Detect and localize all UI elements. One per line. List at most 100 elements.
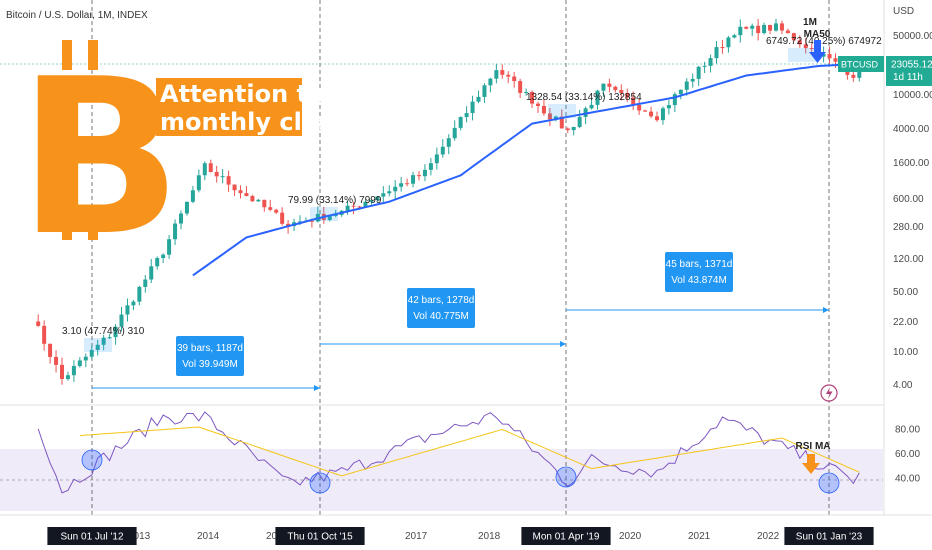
candle — [250, 194, 255, 202]
measurement: 45 bars, 1371d Vol 43.874M — [566, 252, 829, 313]
price-tick: 10000.00 — [893, 90, 932, 101]
price-axis: 50000.00 10000.00 4000.00 1600.00 600.00 280.… — [893, 31, 932, 391]
time-highlight: Sun 01 Jan '23 — [796, 532, 863, 543]
price-tick: 600.00 — [893, 194, 924, 205]
orange-arrow-icon — [802, 454, 820, 474]
candle — [779, 20, 784, 35]
candle — [720, 39, 725, 54]
gain-annotation: 3.10 (47.74%) 310 — [62, 326, 145, 337]
candle — [631, 91, 636, 111]
candle — [785, 28, 790, 34]
candle — [262, 199, 267, 212]
candle — [77, 357, 82, 368]
rsi-tick: 40.00 — [895, 473, 920, 484]
gain-annotation: 79.99 (33.14%) 7999 — [288, 195, 382, 206]
candle — [714, 40, 719, 64]
candle — [702, 61, 707, 74]
candle — [649, 106, 654, 118]
candle — [637, 99, 642, 115]
candle — [518, 78, 523, 99]
candle — [196, 169, 201, 193]
candle — [530, 90, 535, 108]
callout-line2: monthly closing — [160, 108, 375, 136]
candle — [375, 195, 380, 202]
candle — [119, 306, 124, 332]
candle — [655, 111, 659, 122]
callout-box: Attention to the monthly closing — [156, 78, 378, 136]
rsi-circle — [555, 466, 577, 488]
measurement: 39 bars, 1187d Vol 39.949M — [92, 336, 320, 391]
candle — [446, 134, 451, 155]
candle — [137, 285, 142, 306]
candle — [48, 343, 53, 364]
time-highlight: Mon 01 Apr '19 — [533, 532, 600, 543]
cycle-vertical-lines — [91, 0, 830, 515]
candle — [351, 201, 356, 215]
candle — [666, 100, 671, 115]
candle — [756, 18, 761, 41]
candle — [660, 106, 665, 125]
candle — [387, 185, 392, 197]
candle — [494, 63, 499, 84]
candle — [173, 219, 178, 245]
candle — [803, 37, 808, 54]
ma50-label-line1: 1M — [803, 17, 817, 28]
ma50-line — [192, 62, 860, 277]
candle — [190, 185, 195, 204]
candle — [113, 324, 118, 345]
candle — [613, 85, 618, 93]
price-tag-symbol: BTCUSD — [841, 60, 879, 70]
candle — [238, 185, 243, 199]
candle — [541, 99, 546, 116]
time-highlight: Thu 01 Oct '15 — [287, 532, 353, 543]
candle — [750, 23, 755, 36]
candle — [268, 199, 273, 212]
candle — [369, 200, 374, 205]
ma50-label-line2: MA50 — [804, 29, 831, 40]
candle — [500, 64, 505, 79]
price-tick: 1600.00 — [893, 158, 930, 169]
candle — [774, 18, 778, 32]
candle — [399, 176, 404, 192]
candle — [95, 339, 100, 356]
measurements: 39 bars, 1187d Vol 39.949M 42 bars, 1278d V… — [92, 252, 829, 391]
rsi-circle — [309, 472, 331, 494]
candle — [256, 198, 261, 202]
candle — [851, 71, 856, 82]
candle — [726, 35, 731, 53]
candle — [476, 90, 481, 104]
candle — [625, 88, 630, 102]
candle — [696, 65, 701, 86]
candle — [71, 360, 76, 382]
time-highlight-box — [275, 527, 365, 545]
rsi-circle — [818, 472, 840, 494]
candle — [452, 120, 457, 141]
candle — [65, 371, 70, 381]
candle — [161, 253, 166, 263]
candle — [797, 35, 802, 48]
candle — [274, 208, 279, 215]
rsi-circles — [81, 449, 840, 494]
candle — [149, 258, 154, 284]
candle — [583, 106, 588, 125]
rsi-axis: 80.00 60.00 40.00 — [895, 424, 920, 484]
rsi-tick: 80.00 — [895, 424, 920, 435]
price-tick: 120.00 — [893, 254, 924, 265]
price-tick: 280.00 — [893, 222, 924, 233]
time-tick: 2020 — [619, 531, 642, 542]
candle — [482, 83, 487, 103]
time-highlight-box — [784, 527, 874, 545]
candle — [131, 299, 136, 311]
candle — [571, 126, 576, 136]
candle — [155, 256, 160, 270]
measurement-volume: Vol 39.949M — [182, 359, 238, 370]
price-tag: BTCUSD 23055.12 1d 11h — [838, 56, 932, 86]
candle — [143, 274, 148, 293]
lightning-icon[interactable] — [820, 384, 838, 402]
price-tick: 50000.00 — [893, 31, 932, 42]
candle — [607, 78, 612, 93]
candle — [827, 46, 832, 64]
candle — [107, 333, 112, 340]
candle — [536, 101, 540, 113]
candle — [345, 200, 350, 215]
